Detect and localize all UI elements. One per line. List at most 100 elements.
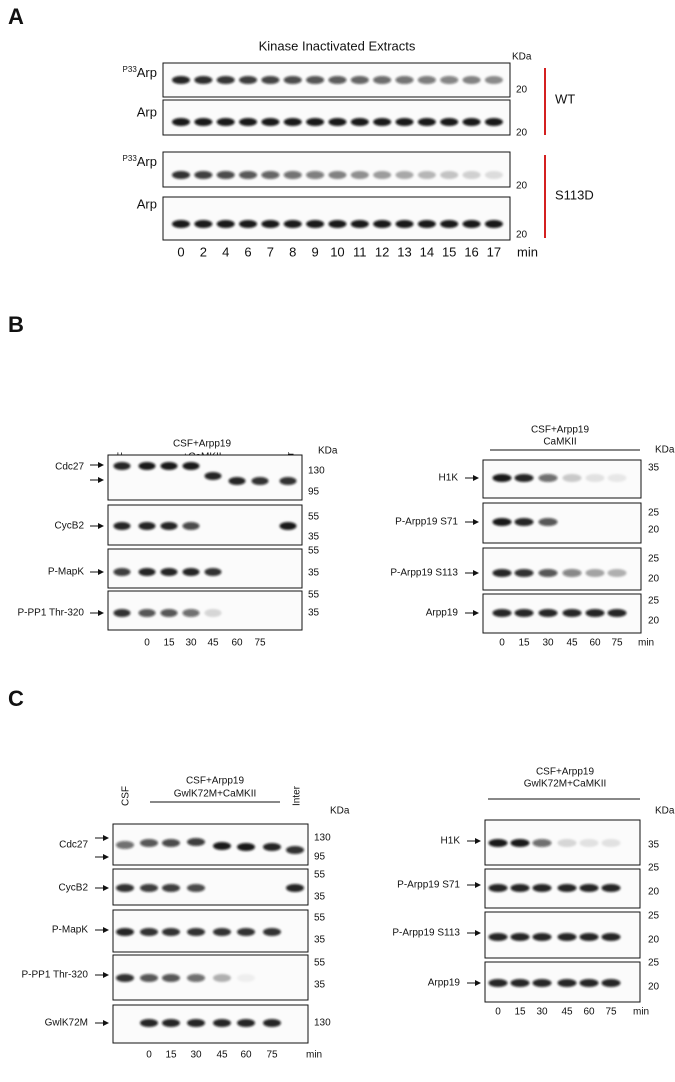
band bbox=[263, 928, 281, 936]
bands bbox=[140, 1019, 281, 1027]
band bbox=[228, 477, 246, 485]
band bbox=[538, 609, 558, 617]
panel-title: Kinase Inactivated Extracts bbox=[259, 38, 416, 53]
bands bbox=[172, 76, 503, 84]
band bbox=[213, 974, 231, 982]
band bbox=[261, 76, 280, 84]
band bbox=[306, 76, 325, 84]
bands bbox=[488, 884, 621, 892]
row-label: P-Arpp19 S113 bbox=[392, 928, 460, 939]
band bbox=[579, 884, 599, 892]
size-marker: 25 bbox=[648, 863, 660, 874]
band bbox=[562, 609, 582, 617]
band bbox=[417, 118, 436, 126]
lane-label: 12 bbox=[375, 244, 389, 259]
unit-label: min bbox=[638, 638, 654, 649]
band bbox=[237, 843, 255, 851]
blot-box bbox=[162, 99, 511, 136]
band bbox=[557, 933, 577, 941]
blot-box bbox=[162, 196, 511, 241]
band bbox=[607, 474, 627, 482]
lane-label: 0 bbox=[499, 638, 505, 649]
band bbox=[484, 76, 503, 84]
lane-label: 30 bbox=[190, 1050, 202, 1061]
arrow-head bbox=[98, 462, 104, 468]
band bbox=[440, 76, 459, 84]
band bbox=[283, 220, 302, 228]
row-label: P-MapK bbox=[52, 925, 88, 936]
band bbox=[182, 609, 200, 617]
lane-label: 0 bbox=[495, 1007, 501, 1018]
band bbox=[514, 518, 534, 526]
band bbox=[140, 1019, 158, 1027]
panel-label: A bbox=[8, 4, 24, 29]
band bbox=[585, 474, 605, 482]
band bbox=[283, 171, 302, 179]
row-label: P-Arpp19 S71 bbox=[395, 517, 458, 528]
band bbox=[484, 220, 503, 228]
bands bbox=[113, 568, 222, 576]
band bbox=[239, 171, 258, 179]
kda-label: KDa bbox=[655, 445, 675, 456]
size-marker: 55 bbox=[308, 546, 320, 557]
lane-label: 15 bbox=[442, 244, 456, 259]
band bbox=[579, 933, 599, 941]
size-marker: 95 bbox=[308, 487, 320, 498]
arrow-head bbox=[103, 885, 109, 891]
size-marker: 20 bbox=[648, 887, 660, 898]
blot-box bbox=[162, 151, 511, 188]
band bbox=[607, 609, 627, 617]
lane-label: 75 bbox=[266, 1050, 278, 1061]
band bbox=[187, 838, 205, 846]
band bbox=[160, 462, 178, 470]
lane-label: 75 bbox=[605, 1007, 617, 1018]
size-marker: 55 bbox=[308, 512, 320, 523]
size-marker: 20 bbox=[516, 181, 528, 192]
bands bbox=[492, 518, 558, 526]
arrow-head bbox=[473, 519, 479, 525]
band bbox=[237, 974, 255, 982]
size-marker: 25 bbox=[648, 596, 660, 607]
size-marker: 20 bbox=[648, 616, 660, 627]
size-marker: 20 bbox=[648, 935, 660, 946]
size-marker: 35 bbox=[648, 840, 660, 851]
size-marker: 95 bbox=[314, 852, 326, 863]
band bbox=[116, 974, 134, 982]
band bbox=[140, 839, 158, 847]
band bbox=[488, 839, 508, 847]
band bbox=[585, 609, 605, 617]
band bbox=[538, 569, 558, 577]
band bbox=[557, 979, 577, 987]
size-marker: 20 bbox=[516, 230, 528, 241]
band bbox=[532, 933, 552, 941]
band bbox=[532, 979, 552, 987]
band bbox=[113, 522, 131, 530]
band bbox=[373, 171, 392, 179]
lane-label: 13 bbox=[397, 244, 411, 259]
lane-label: 60 bbox=[589, 638, 601, 649]
row-label: Arpp19 bbox=[428, 978, 461, 989]
band bbox=[492, 518, 512, 526]
lane-label: 45 bbox=[207, 638, 219, 649]
band bbox=[216, 118, 235, 126]
band bbox=[204, 568, 222, 576]
band bbox=[239, 118, 258, 126]
band bbox=[395, 171, 414, 179]
band bbox=[172, 118, 190, 126]
row-label: P-Arpp19 S113 bbox=[390, 568, 458, 579]
size-marker: 130 bbox=[308, 466, 325, 477]
lane-label: 15 bbox=[514, 1007, 526, 1018]
size-marker: 130 bbox=[314, 1018, 331, 1029]
bands bbox=[113, 609, 222, 617]
band bbox=[216, 220, 235, 228]
row-label: P-PP1 Thr-320 bbox=[17, 608, 84, 619]
band bbox=[579, 979, 599, 987]
band bbox=[417, 171, 436, 179]
band bbox=[160, 568, 178, 576]
band bbox=[140, 928, 158, 936]
bands bbox=[113, 522, 297, 530]
row-label: CycB2 bbox=[55, 521, 85, 532]
band bbox=[350, 220, 369, 228]
band bbox=[395, 220, 414, 228]
band bbox=[306, 118, 325, 126]
